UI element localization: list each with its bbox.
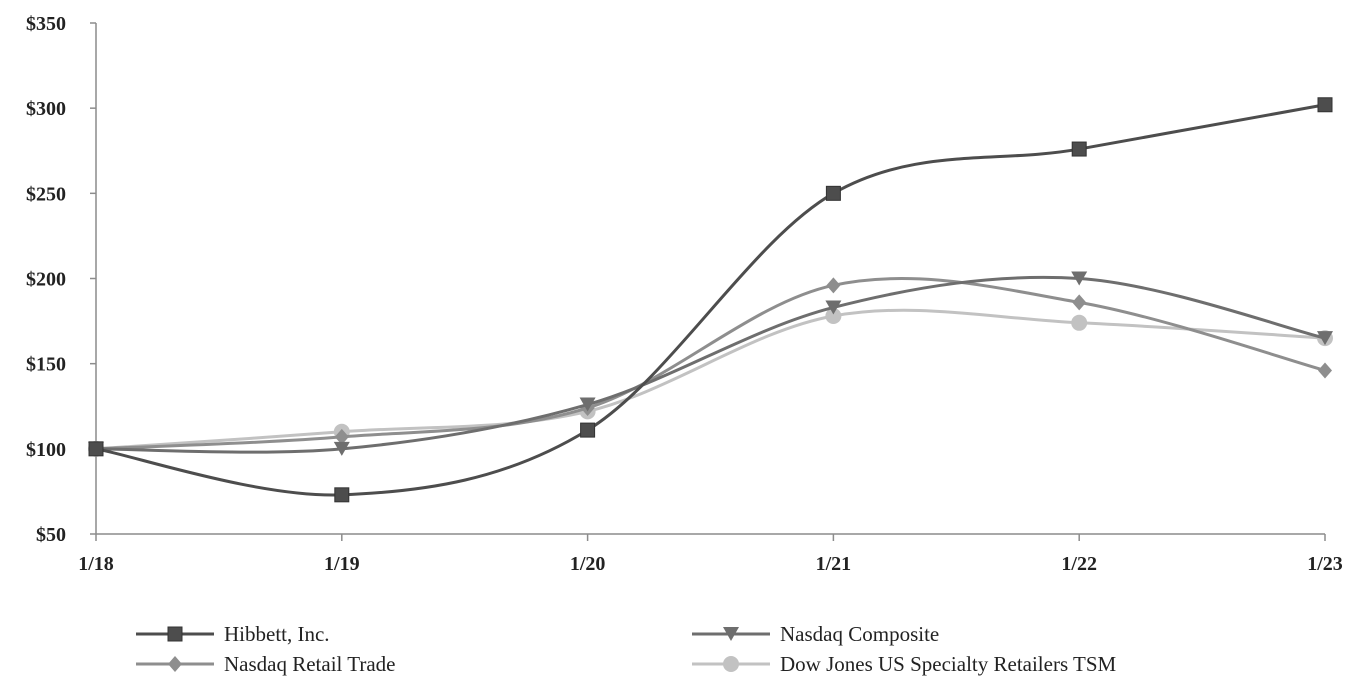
data-point (1071, 271, 1088, 286)
series-line (95, 308, 1326, 451)
legend-label: Hibbett, Inc. (224, 622, 330, 646)
y-tick-label: $150 (26, 354, 66, 376)
series-0 (88, 97, 1333, 503)
legend-item: Nasdaq Retail Trade (136, 652, 395, 676)
data-point (826, 277, 841, 294)
x-tick-label: 1/18 (78, 553, 114, 575)
data-point (334, 487, 350, 503)
data-point (334, 428, 349, 445)
legend-item: Dow Jones US Specialty Retailers TSM (692, 652, 1117, 676)
legend-label: Nasdaq Retail Trade (224, 652, 395, 676)
x-tick-label: 1/21 (816, 553, 852, 575)
y-tick-label: $350 (26, 13, 66, 35)
legend-label: Nasdaq Composite (780, 622, 939, 646)
y-tick-label: $100 (26, 439, 66, 461)
data-point (1317, 331, 1333, 346)
data-point (1317, 97, 1333, 113)
data-point (579, 397, 596, 412)
series-2 (89, 277, 1332, 457)
data-point (333, 441, 350, 456)
legend-label: Dow Jones US Specialty Retailers TSM (780, 652, 1117, 676)
series-line (95, 277, 1326, 451)
y-tick-label: $200 (26, 269, 66, 291)
x-tick-label: 1/20 (570, 553, 606, 575)
data-point (1071, 141, 1087, 157)
legend-marker (723, 627, 739, 641)
data-point (825, 300, 842, 315)
series-3 (88, 307, 1333, 457)
data-point (1071, 314, 1088, 331)
data-point (825, 307, 842, 324)
data-point (1318, 362, 1332, 379)
y-tick-label: $300 (26, 98, 66, 120)
legend-marker (168, 656, 182, 672)
data-point (825, 185, 841, 201)
y-tick-label: $250 (26, 183, 66, 205)
data-point (88, 441, 104, 457)
legend-marker (167, 626, 183, 642)
x-tick-label: 1/23 (1307, 553, 1343, 575)
data-point (580, 422, 596, 438)
series-line (95, 275, 1326, 454)
y-tick-label: $50 (36, 524, 66, 546)
data-point (1072, 294, 1087, 311)
legend-item: Nasdaq Composite (692, 622, 939, 646)
legend-item: Hibbett, Inc. (136, 622, 330, 646)
series-line (95, 103, 1326, 497)
legend-marker (723, 656, 739, 672)
series-1 (88, 271, 1333, 456)
x-tick-label: 1/19 (324, 553, 360, 575)
x-tick-label: 1/22 (1061, 553, 1097, 575)
